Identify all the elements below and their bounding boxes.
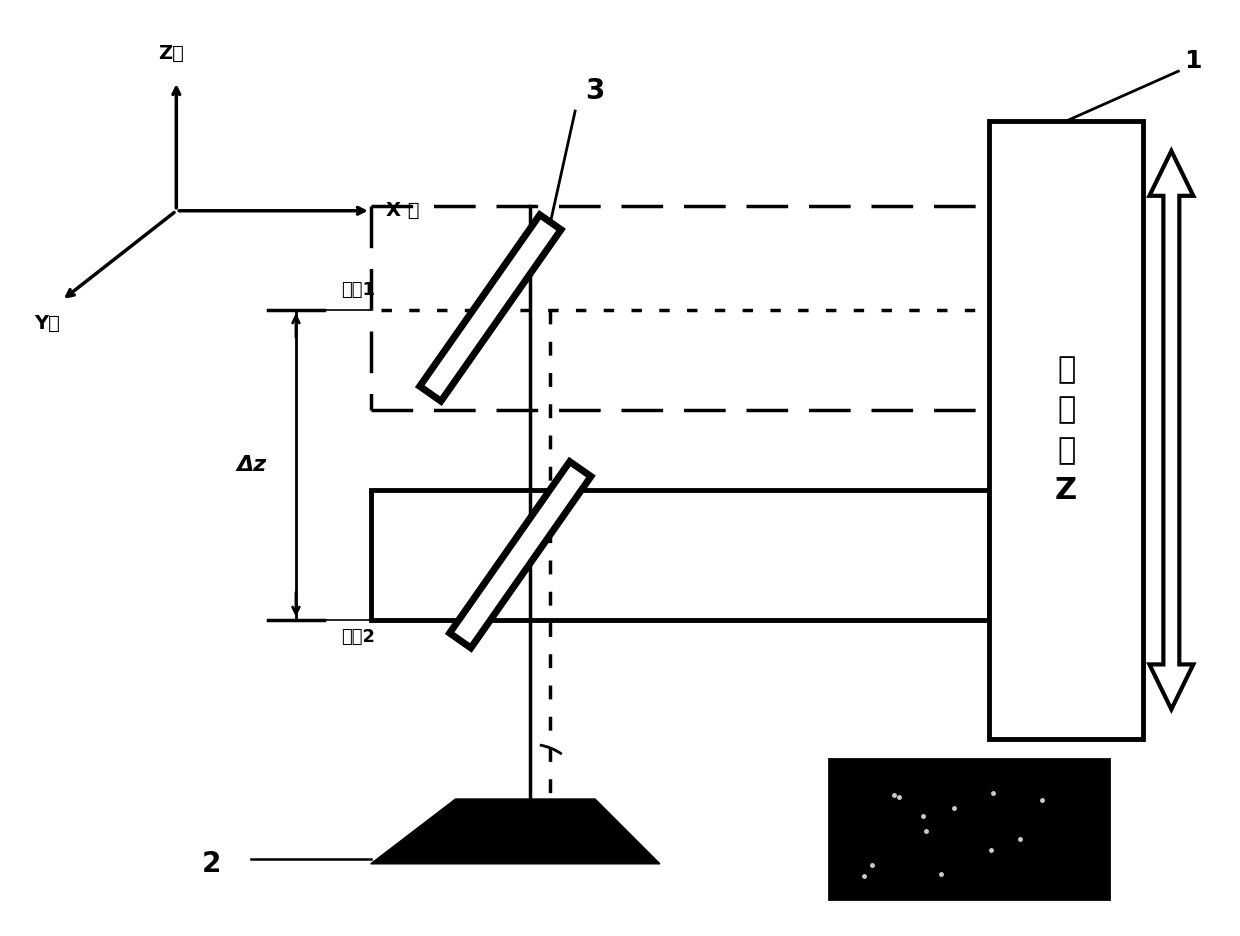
Text: Z轴: Z轴 — [159, 44, 185, 64]
Bar — [990, 121, 1143, 739]
Polygon shape — [419, 214, 560, 402]
Text: Y轴: Y轴 — [33, 314, 60, 332]
Polygon shape — [1149, 151, 1193, 709]
Text: X 轴: X 轴 — [386, 201, 419, 220]
Text: 位置1: 位置1 — [341, 281, 374, 299]
Text: 位置2: 位置2 — [341, 627, 374, 646]
Polygon shape — [371, 799, 660, 864]
Text: θ: θ — [556, 825, 569, 843]
Text: 1: 1 — [1184, 50, 1202, 73]
Bar — [830, 759, 1109, 899]
Polygon shape — [450, 461, 591, 648]
Bar — [371, 490, 990, 620]
Text: Δz: Δz — [236, 455, 267, 475]
Text: 机
床
轴
Z: 机 床 轴 Z — [1055, 355, 1078, 505]
Text: 2: 2 — [202, 850, 221, 878]
Text: 3: 3 — [585, 77, 605, 105]
